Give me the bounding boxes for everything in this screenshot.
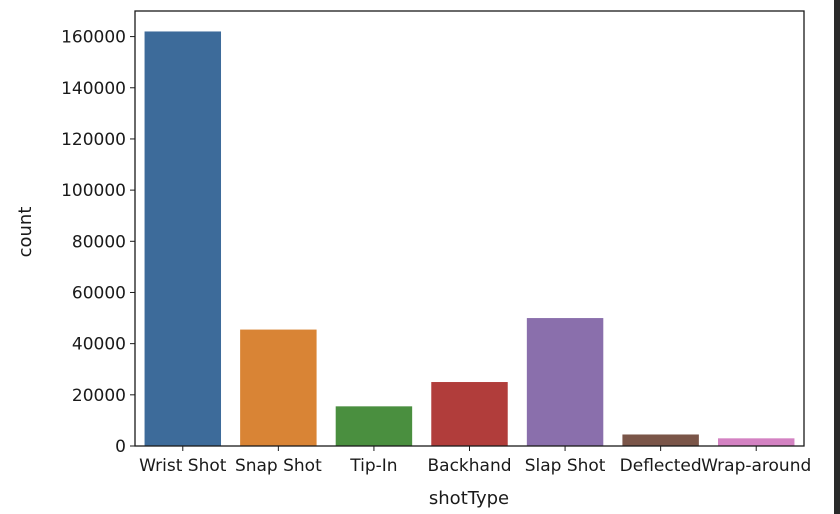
y-tick-label: 60000 (72, 283, 126, 303)
y-tick-label: 100000 (61, 181, 126, 201)
y-tick-label: 20000 (72, 386, 126, 406)
bar-deflected (622, 434, 699, 446)
bars-group (144, 31, 795, 447)
bar-wrap-around (717, 438, 795, 446)
x-tick-label: Tip-In (349, 456, 397, 476)
x-tick-label: Wrist Shot (139, 456, 227, 476)
x-axis-label: shotType (429, 488, 509, 509)
bar-slap-shot (526, 318, 604, 446)
x-tick-label: Deflected (620, 456, 702, 476)
x-axis: Wrist Shot Snap Shot Tip-In Backhand Slap Sh… (139, 446, 811, 476)
y-tick-label: 80000 (72, 232, 126, 252)
bar-wrist-shot (144, 31, 222, 447)
x-tick-label: Slap Shot (525, 456, 606, 476)
y-axis: 0 20000 40000 60000 80000 100000 120000 140000 1… (61, 28, 135, 457)
y-tick-label: 0 (115, 437, 126, 457)
x-tick-label: Snap Shot (235, 456, 322, 476)
x-tick-label: Backhand (427, 456, 511, 476)
bar-backhand (431, 382, 508, 446)
y-tick-label: 140000 (61, 79, 126, 99)
x-tick-label: Wrap-around (701, 456, 811, 476)
y-axis-label: count (15, 207, 36, 258)
plot-area-frame (134, 10, 805, 447)
y-tick-label: 40000 (72, 335, 126, 355)
bar-snap-shot (240, 329, 317, 446)
bar-tip-in (335, 406, 413, 446)
y-tick-label: 160000 (61, 28, 126, 48)
y-tick-label: 120000 (61, 130, 126, 150)
